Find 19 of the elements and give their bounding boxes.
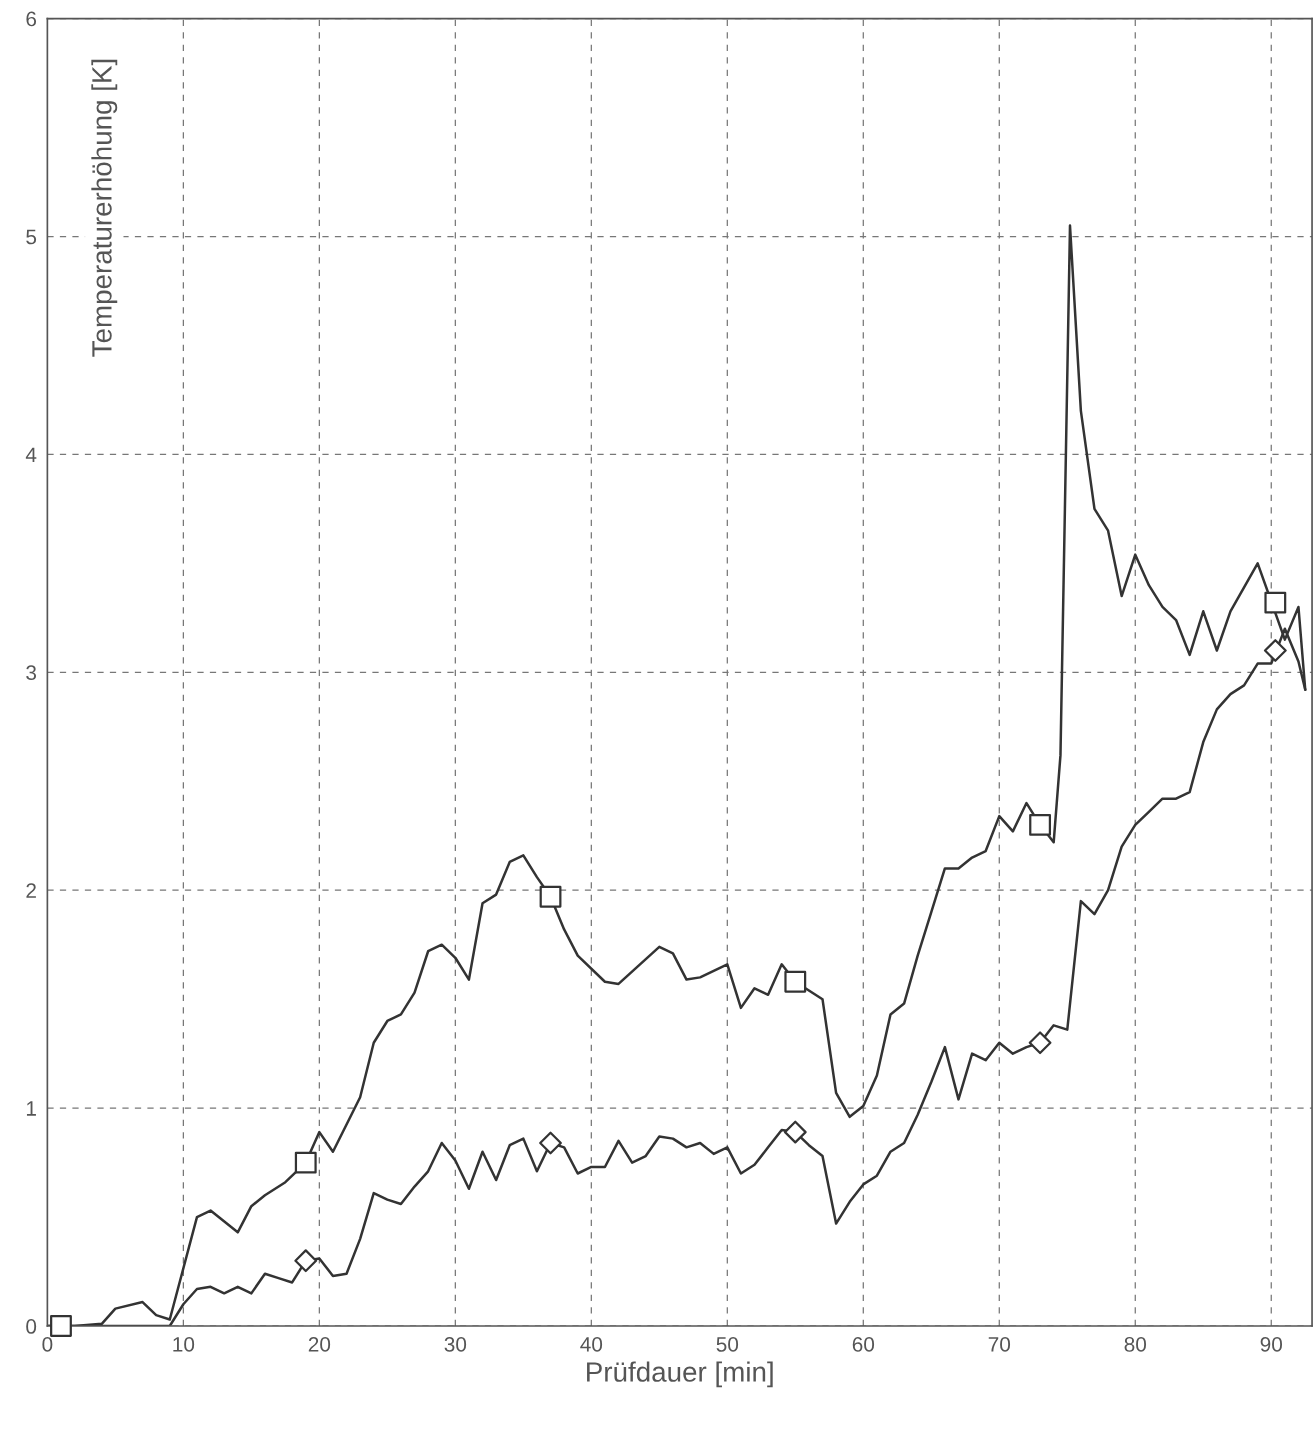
x-tick-label: 50 — [716, 1337, 739, 1352]
x-tick-label: 40 — [580, 1337, 603, 1352]
y-tick-label: 0 — [26, 1319, 37, 1334]
y-tick-label: 1 — [26, 1101, 36, 1116]
x-tick-label: 80 — [1124, 1337, 1147, 1352]
y-tick-label: 5 — [26, 229, 37, 245]
y-tick-label: 2 — [26, 883, 36, 898]
y-axis-title: Temperaturerhöhung [K] — [91, 59, 118, 357]
x-tick-label: 20 — [308, 1337, 331, 1352]
x-tick-label: 90 — [1260, 1337, 1283, 1352]
x-tick-label: 70 — [988, 1337, 1011, 1352]
x-tick-label: 60 — [852, 1337, 875, 1352]
x-tick-label: 0 — [42, 1337, 53, 1352]
x-axis-title: Prüfdauer [min] — [587, 1361, 773, 1388]
y-tick-label: 3 — [26, 665, 37, 681]
x-tick-label: 30 — [444, 1337, 467, 1352]
y-tick-label: 4 — [25, 447, 37, 462]
y-tick-label: 6 — [26, 11, 37, 27]
x-tick-label: 10 — [173, 1337, 195, 1352]
